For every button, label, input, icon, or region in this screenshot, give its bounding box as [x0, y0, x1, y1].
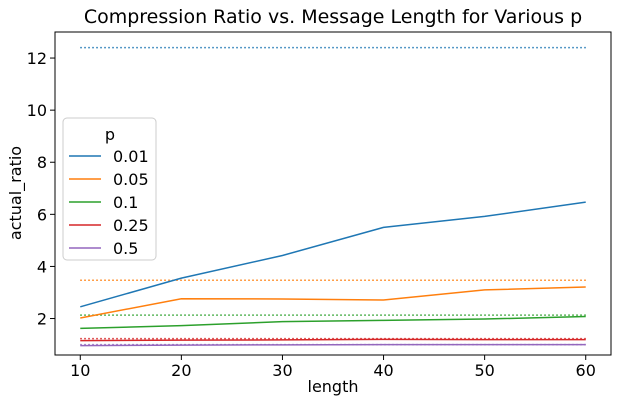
series-line-1	[80, 286, 586, 319]
y-axis-label: actual_ratio	[6, 146, 26, 240]
y-axis-ticks: 2 4 6 8 10 12	[27, 49, 55, 329]
legend-label: 0.1	[113, 193, 138, 212]
series-line-0	[80, 201, 586, 308]
x-tick-label: 40	[373, 361, 393, 380]
legend: p 0.01 0.05 0.1 0.25 0.5	[62, 117, 157, 261]
x-tick-label: 30	[272, 361, 292, 380]
series-line-3	[80, 338, 586, 342]
x-tick-label: 10	[70, 361, 90, 380]
y-tick-label: 4	[37, 257, 47, 276]
y-tick-label: 12	[27, 49, 47, 68]
y-tick-label: 8	[37, 153, 47, 172]
x-axis-ticks: 10 20 30 40 50 60	[70, 355, 596, 380]
series-line-4	[80, 343, 586, 347]
x-tick-label: 60	[576, 361, 596, 380]
plot-area	[54, 31, 612, 356]
y-tick-label: 2	[37, 310, 47, 329]
chart-title: Compression Ratio vs. Message Length for…	[84, 6, 582, 28]
legend-label: 0.5	[113, 239, 138, 258]
legend-label: 0.01	[113, 147, 149, 166]
series-lines	[80, 201, 586, 347]
x-tick-label: 20	[171, 361, 191, 380]
x-axis-label: length	[308, 377, 359, 396]
legend-label: 0.25	[113, 216, 149, 235]
y-tick-label: 6	[37, 205, 47, 224]
legend-items: 0.01 0.05 0.1 0.25 0.5	[69, 147, 149, 258]
x-tick-label: 50	[474, 361, 494, 380]
legend-title: p	[105, 125, 115, 144]
legend-label: 0.05	[113, 170, 149, 189]
series-line-2	[80, 315, 586, 330]
y-tick-label: 10	[27, 101, 47, 120]
